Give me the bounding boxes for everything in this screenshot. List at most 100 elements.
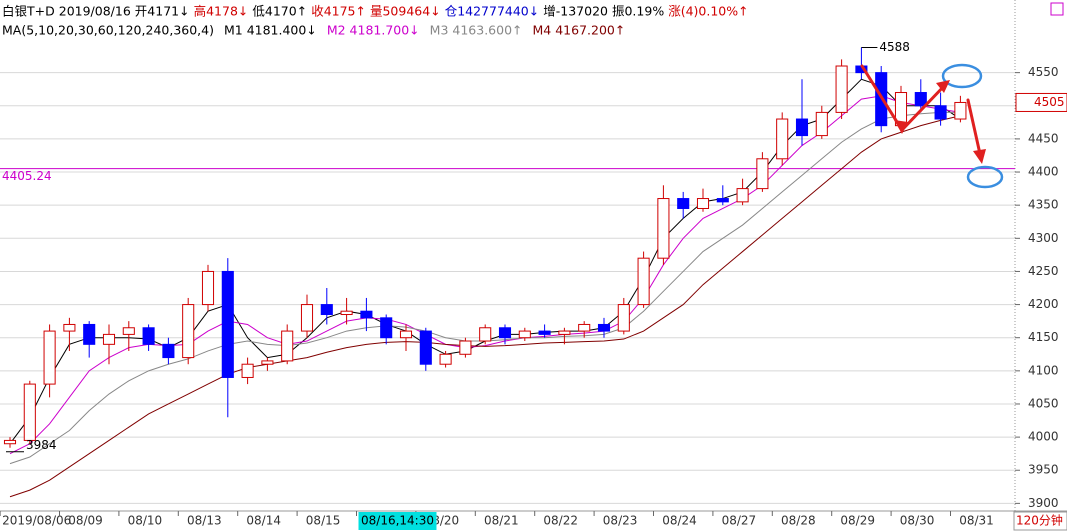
ellipse <box>966 165 1004 189</box>
candle-body <box>736 188 749 203</box>
candle-body <box>182 304 195 359</box>
x-tick-label: 08/29 <box>840 514 875 528</box>
ma-line <box>9 115 961 498</box>
candle-body <box>360 310 373 319</box>
x-tick-label: 08/15 <box>306 514 341 528</box>
candle-body <box>756 158 769 190</box>
y-tick-label: 4300 <box>1028 231 1059 245</box>
arrowhead <box>973 149 986 164</box>
period-box <box>1013 511 1067 531</box>
arrowhead <box>936 80 950 93</box>
legend-entry: M2 4181.700↓ <box>327 23 420 38</box>
header-item: 开4171↓ <box>135 4 190 19</box>
y-tick-label: 3950 <box>1028 463 1059 477</box>
header-item: 低4170↑ <box>252 4 307 19</box>
x-tick-label: 08/24 <box>662 514 697 528</box>
header-item: 白银T+D <box>2 4 55 19</box>
x-tick-label: 08/10 <box>128 514 163 528</box>
header-item: 振0.19% <box>612 4 664 19</box>
cursor-box <box>358 512 437 530</box>
candle-body <box>954 101 967 120</box>
legend-entry: M3 4163.600↑ <box>430 23 523 38</box>
x-tick-label: 08/13 <box>187 514 222 528</box>
candle-body <box>102 333 116 345</box>
candle-body <box>696 198 710 209</box>
candle-body <box>637 257 650 306</box>
corner-box[interactable] <box>1050 2 1064 16</box>
y-tick-label: 4450 <box>1028 131 1059 145</box>
candle-body <box>538 330 551 335</box>
candle-body <box>439 353 452 365</box>
candle-body <box>340 310 353 316</box>
candle-body <box>43 330 56 385</box>
legend-entry: M4 4167.200↑ <box>533 23 626 38</box>
candle-body <box>221 270 234 378</box>
x-tick-label: 08/23 <box>603 514 638 528</box>
reference-label: 4405.24 <box>2 169 52 183</box>
candle-body <box>597 323 611 332</box>
y-tick-label: 4350 <box>1028 198 1059 212</box>
ma-title: MA(5,10,20,30,60,120,240,360,4) <box>2 23 214 38</box>
candle-body <box>459 340 472 355</box>
y-tick-label: 4050 <box>1028 396 1059 410</box>
candle-body <box>657 198 670 259</box>
candle-body <box>479 327 492 342</box>
y-tick-label: 4100 <box>1028 363 1059 377</box>
cursor-label: 08/16,14:30 <box>361 514 434 528</box>
y-tick-label: 4150 <box>1028 330 1059 344</box>
candle-body <box>3 439 17 445</box>
candle-body <box>23 383 36 441</box>
arrowhead <box>894 120 908 134</box>
arrow-line <box>966 98 982 156</box>
candle-body <box>518 330 531 339</box>
candle-body <box>261 360 274 365</box>
candle-body <box>281 330 294 362</box>
x-tick-label: 08/28 <box>781 514 816 528</box>
candle-body <box>142 327 155 345</box>
y-tick-label: 4400 <box>1028 165 1059 179</box>
candle-body <box>419 330 432 365</box>
x-tick-label: 08/14 <box>246 514 281 528</box>
candle-body <box>122 327 135 335</box>
candle-body <box>162 343 175 359</box>
x-tick-label: 08/21 <box>484 514 519 528</box>
x-tick-label: 08/27 <box>722 514 757 528</box>
candle-body <box>558 330 571 335</box>
x-tick-label: 08/22 <box>543 514 578 528</box>
candle-body <box>63 323 76 332</box>
y-tick-label: 4250 <box>1028 264 1059 278</box>
header-item: 2019/08/16 <box>59 4 131 19</box>
candle-body <box>835 65 848 113</box>
candle-body <box>83 323 96 345</box>
candle-body <box>498 327 512 339</box>
candle-body <box>815 111 828 137</box>
candle-body <box>795 118 809 137</box>
header-item: 仓142777440↓ <box>445 4 540 19</box>
header-item: 收4175↑ <box>311 4 366 19</box>
candle-body <box>578 323 591 332</box>
candle-body <box>716 198 729 203</box>
y-tick-label: 4200 <box>1028 297 1059 311</box>
x-tick-label: 08/31 <box>959 514 994 528</box>
x-tick-label: 2019/08/06 <box>2 514 71 528</box>
candle-body <box>399 330 413 339</box>
candle-body <box>677 198 690 209</box>
candle-body <box>380 317 393 339</box>
min-label: 3984 <box>26 438 57 452</box>
last-price-label: 4505 <box>1034 95 1065 109</box>
candle-body <box>617 304 630 332</box>
header-item: 量509464↓ <box>370 4 441 19</box>
ellipse <box>941 63 983 89</box>
header-item: 增-137020 <box>543 4 608 19</box>
candle-body <box>776 118 789 160</box>
y-tick-label: 4000 <box>1028 430 1059 444</box>
candle-body <box>300 304 314 332</box>
period-label: 120分钟 <box>1016 513 1063 528</box>
candle-body <box>201 270 215 306</box>
y-tick-label: 3900 <box>1028 496 1059 510</box>
x-tick-label: 08/30 <box>900 514 935 528</box>
candle-body <box>320 304 333 316</box>
annotations <box>860 63 1004 189</box>
